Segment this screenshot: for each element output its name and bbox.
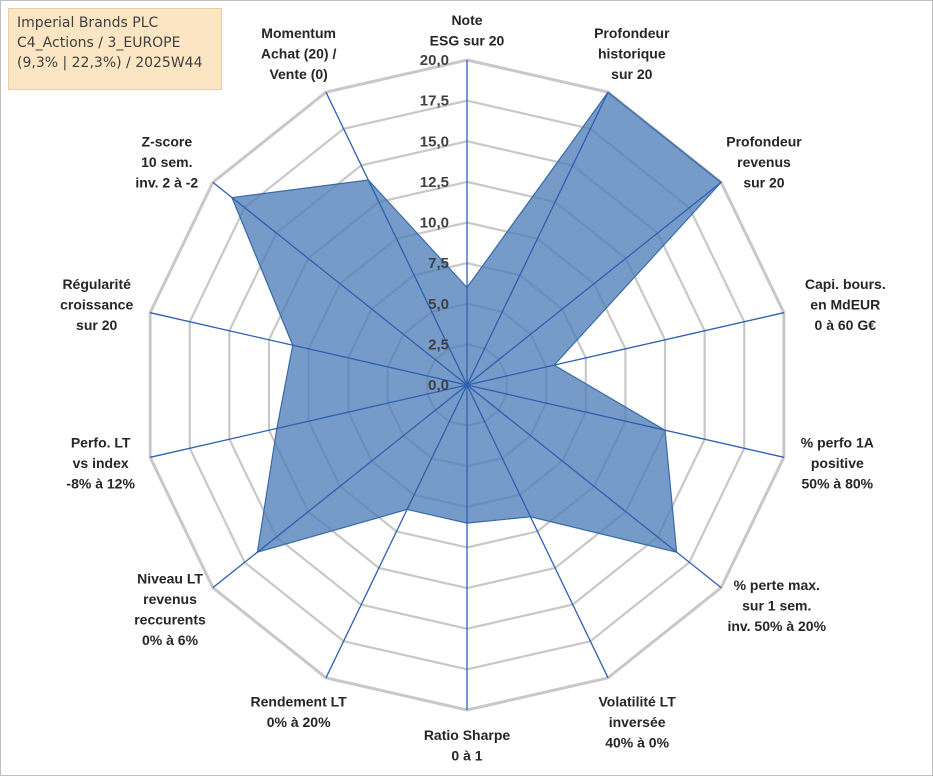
axis-label-4: Capi. bours. en MdEUR 0 à 60 G€ [805,276,886,333]
spoke-13 [212,181,468,386]
axis-label-1: Note ESG sur 20 [430,12,505,49]
spoke-9 [325,384,468,679]
series-area [231,91,722,554]
tick-label-5: 12,5 [420,174,449,191]
tick-label-3: 7,5 [428,255,449,272]
axis-label-5: % perfo 1A positive 50% à 80% [801,434,874,491]
axis-label-6: % perte max. sur 1 sem. inv. 50% à 20% [727,577,826,634]
spoke-3 [466,181,722,386]
tick-label-7: 17,5 [420,93,449,110]
spoke-14 [325,91,468,386]
tick-label-4: 10,0 [420,215,449,232]
axis-label-14: Momentum Achat (20) / Vente (0) [261,25,337,82]
axis-label-11: Perfo. LT vs index -8% à 12% [66,434,135,491]
axis-label-3: Profondeur revenus sur 20 [726,133,802,190]
axis-label-8: Ratio Sharpe 0 à 1 [424,727,511,764]
spoke-4 [466,312,784,386]
axis-label-10: Niveau LT revenus reccurents 0% à 6% [134,570,206,648]
spoke-12 [150,312,468,386]
spoke-6 [466,384,722,589]
axis-label-12: Régularité croissance sur 20 [60,276,133,333]
spoke-11 [150,384,468,458]
spoke-7 [466,384,609,679]
tick-label-8: 20,0 [420,52,449,69]
radar-axis-labels: Note ESG sur 20 Profondeur historique sur 20… [60,12,886,764]
spoke-2 [466,91,609,386]
info-category: C4_Actions / 3_EUROPE [17,35,181,51]
tick-label-0: 0,0 [428,377,449,394]
axis-label-9: Rendement LT 0% à 20% [251,693,348,730]
tick-label-6: 15,0 [420,133,449,150]
spoke-5 [466,384,784,458]
spoke-10 [212,384,468,589]
info-company-name: Imperial Brands PLC [17,15,159,31]
info-box: Imperial Brands PLC C4_Actions / 3_EUROP… [8,8,222,90]
axis-label-7: Volatilité LT inversée 40% à 0% [598,693,676,750]
info-stats: (9,3% | 22,3%) / 2025W44 [17,55,203,71]
tick-label-2: 5,0 [428,296,449,313]
axis-label-13: Z-score 10 sem. inv. 2 à -2 [135,133,198,190]
radar-spokes [150,60,784,710]
tick-label-1: 2,5 [428,336,449,353]
axis-label-2: Profondeur historique sur 20 [594,25,670,82]
radar-tick-labels: 0,0 2,5 5,0 7,5 10,0 12,5 15,0 17,5 20,0 [420,52,449,394]
